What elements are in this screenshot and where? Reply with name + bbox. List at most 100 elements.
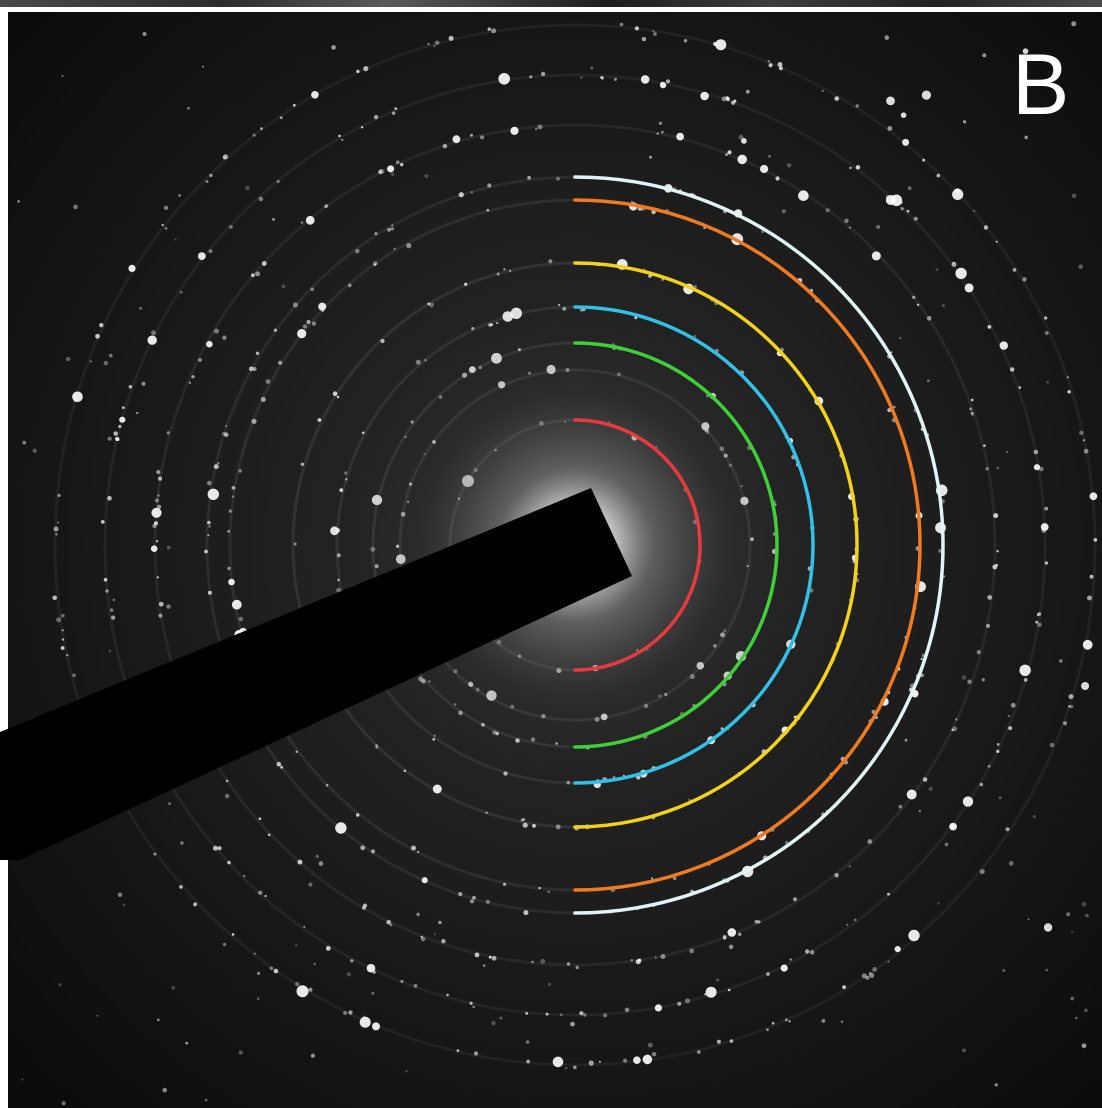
diffraction-spot [32, 448, 37, 453]
diffraction-spot [1012, 268, 1017, 272]
diffraction-spot [935, 268, 939, 271]
diffraction-spot [1010, 367, 1015, 372]
diffraction-spot [1063, 721, 1067, 726]
diffraction-spot [871, 251, 881, 261]
diffraction-spot [651, 1052, 657, 1057]
diffraction-spot [386, 919, 392, 925]
diffraction-spot [292, 302, 298, 308]
diffraction-spot [623, 1058, 628, 1063]
diffraction-spot [999, 341, 1008, 350]
diffraction-spot [57, 521, 60, 524]
diffraction-spot [613, 77, 617, 81]
diffraction-spot [1066, 376, 1069, 379]
diffraction-spot [920, 657, 923, 661]
diffraction-spot [348, 283, 352, 288]
diffraction-spot [448, 35, 454, 41]
diffraction-spot [227, 860, 231, 865]
diffraction-spot [967, 679, 972, 684]
diffraction-spot [362, 1015, 366, 1019]
diffraction-spot [103, 360, 109, 366]
diffraction-spot [204, 1098, 208, 1102]
diffraction-spot [1027, 918, 1030, 921]
diffraction-spot [994, 1083, 998, 1087]
diffraction-spot [1081, 901, 1087, 907]
diffraction-spot [786, 163, 792, 168]
diffraction-spot [1069, 704, 1074, 709]
diffraction-spot [197, 252, 206, 260]
diffraction-spot [983, 225, 989, 230]
diffraction-spot [202, 65, 204, 68]
diffraction-spot [204, 549, 208, 554]
diffraction-spot [661, 278, 664, 281]
diffraction-spot [185, 1041, 189, 1045]
diffraction-spot [231, 495, 235, 498]
diffraction-spot [154, 498, 160, 503]
diffraction-spot [854, 918, 857, 922]
diffraction-spot [979, 869, 985, 875]
diffraction-spot [188, 381, 191, 384]
diffraction-spot [728, 944, 734, 950]
diffraction-spot [1006, 451, 1009, 454]
diffraction-spot [1037, 622, 1042, 627]
diffraction-spot [432, 784, 442, 794]
diffraction-spot [486, 208, 490, 212]
diffraction-spot [1023, 678, 1028, 682]
diffraction-spot [658, 121, 663, 126]
diffraction-spot [61, 629, 64, 632]
diffraction-spot [318, 302, 327, 311]
diffraction-spot [781, 209, 786, 214]
diffraction-spot [73, 204, 78, 210]
diffraction-spot [982, 53, 987, 58]
diffraction-spot [245, 185, 250, 191]
diffraction-spot [89, 360, 92, 363]
diffraction-spot [996, 749, 1000, 754]
diffraction-spot [391, 111, 396, 115]
diffraction-spot [60, 613, 65, 618]
diffraction-spot [1049, 742, 1055, 748]
diffraction-spot [243, 874, 246, 878]
diffraction-spot [552, 1056, 564, 1068]
diffraction-spot [754, 919, 759, 924]
diffraction-spot [767, 60, 771, 63]
diffraction-spot [222, 335, 227, 340]
diffraction-spot [1044, 561, 1048, 565]
diffraction-spot [1045, 968, 1049, 972]
diffraction-spot [321, 309, 325, 312]
diffraction-spot [213, 464, 219, 470]
panel-label: B [1012, 37, 1070, 133]
diffraction-spot [944, 842, 949, 847]
diffraction-spot [532, 824, 536, 828]
diffraction-spot [579, 1011, 584, 1016]
diffraction-spot [222, 156, 227, 160]
diffraction-spot [61, 75, 64, 77]
diffraction-spot [273, 328, 277, 332]
diffraction-spot [318, 861, 324, 866]
diffraction-spot [1044, 506, 1049, 511]
diffraction-spot [472, 895, 476, 900]
diffraction-spot [981, 678, 985, 682]
ring-4-marker-arc [573, 261, 859, 829]
diffraction-spot [789, 958, 792, 961]
ring-5-marker-arc [573, 198, 922, 892]
diffraction-spot [207, 520, 211, 525]
diffraction-spot [227, 566, 231, 571]
diffraction-spot [503, 268, 506, 271]
diffraction-spot [209, 173, 213, 178]
diffraction-spot [411, 845, 416, 851]
diffraction-spot [150, 545, 158, 552]
diffraction-spot [308, 882, 313, 887]
diffraction-spot [1070, 996, 1075, 1001]
diffraction-spot [884, 35, 890, 40]
diffraction-spot [390, 227, 394, 231]
diffraction-spot [491, 28, 497, 34]
diffraction-spot [842, 985, 846, 989]
diffraction-spot [1071, 193, 1077, 199]
diffraction-spot [158, 601, 164, 607]
diffraction-spot [659, 81, 667, 89]
diffraction-spot [375, 745, 379, 749]
diffraction-spot [228, 578, 235, 586]
diffraction-spot [885, 195, 890, 199]
diffraction-spot [575, 965, 579, 970]
diffraction-spot [238, 616, 244, 622]
diffraction-spot [217, 462, 220, 465]
